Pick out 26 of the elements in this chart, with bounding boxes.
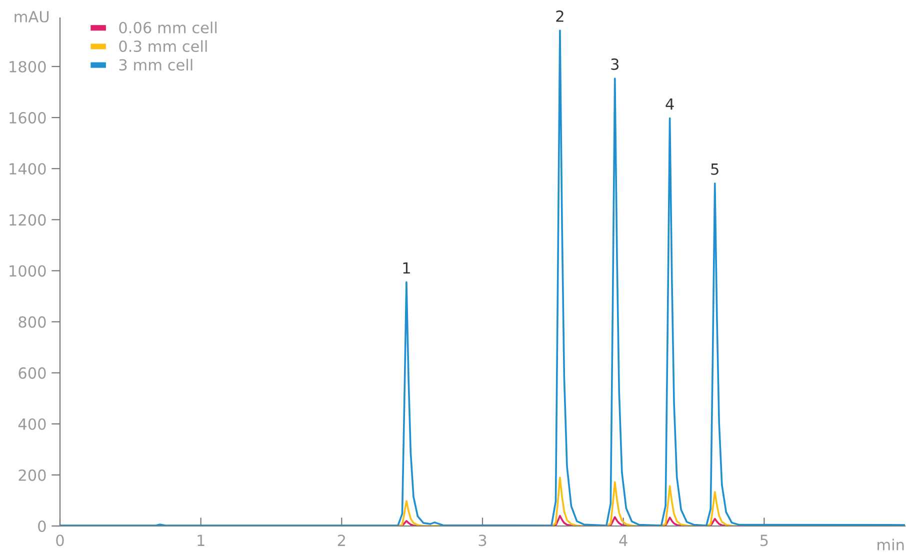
- x-tick-label: 2: [338, 534, 345, 546]
- x-tick-label: 4: [619, 534, 628, 546]
- annotation: 3: [611, 58, 619, 70]
- x-tick-label: 0: [56, 534, 64, 546]
- y-tick-label: 0: [38, 520, 46, 532]
- annotation: 4: [666, 98, 674, 110]
- legend-label: 0.3 mm cell: [119, 40, 207, 52]
- legend-label: 0.06 mm cell: [119, 22, 216, 34]
- legend-label: 3 mm cell: [119, 58, 192, 71]
- y-tick-label: 1400: [10, 163, 46, 175]
- x-tick-label: 1: [198, 534, 204, 546]
- y-axis-title: mAU: [14, 11, 49, 22]
- y-tick-label: 1800: [10, 60, 46, 73]
- y-tick-label: 1200: [10, 214, 46, 226]
- y-tick-label: 400: [18, 418, 46, 430]
- annotation: 1: [403, 262, 410, 274]
- y-tick-label: 1000: [10, 265, 46, 277]
- x-axis-title: min: [878, 538, 904, 550]
- annotation: 2: [556, 10, 564, 22]
- y-tick-label: 1600: [10, 112, 46, 124]
- x-tick-label: 5: [760, 534, 768, 546]
- y-tick-label: 800: [18, 316, 46, 328]
- y-tick-label: 200: [18, 469, 46, 481]
- x-tick-label: 3: [478, 534, 486, 546]
- annotation: 5: [711, 164, 718, 175]
- y-tick-label: 600: [18, 367, 46, 379]
